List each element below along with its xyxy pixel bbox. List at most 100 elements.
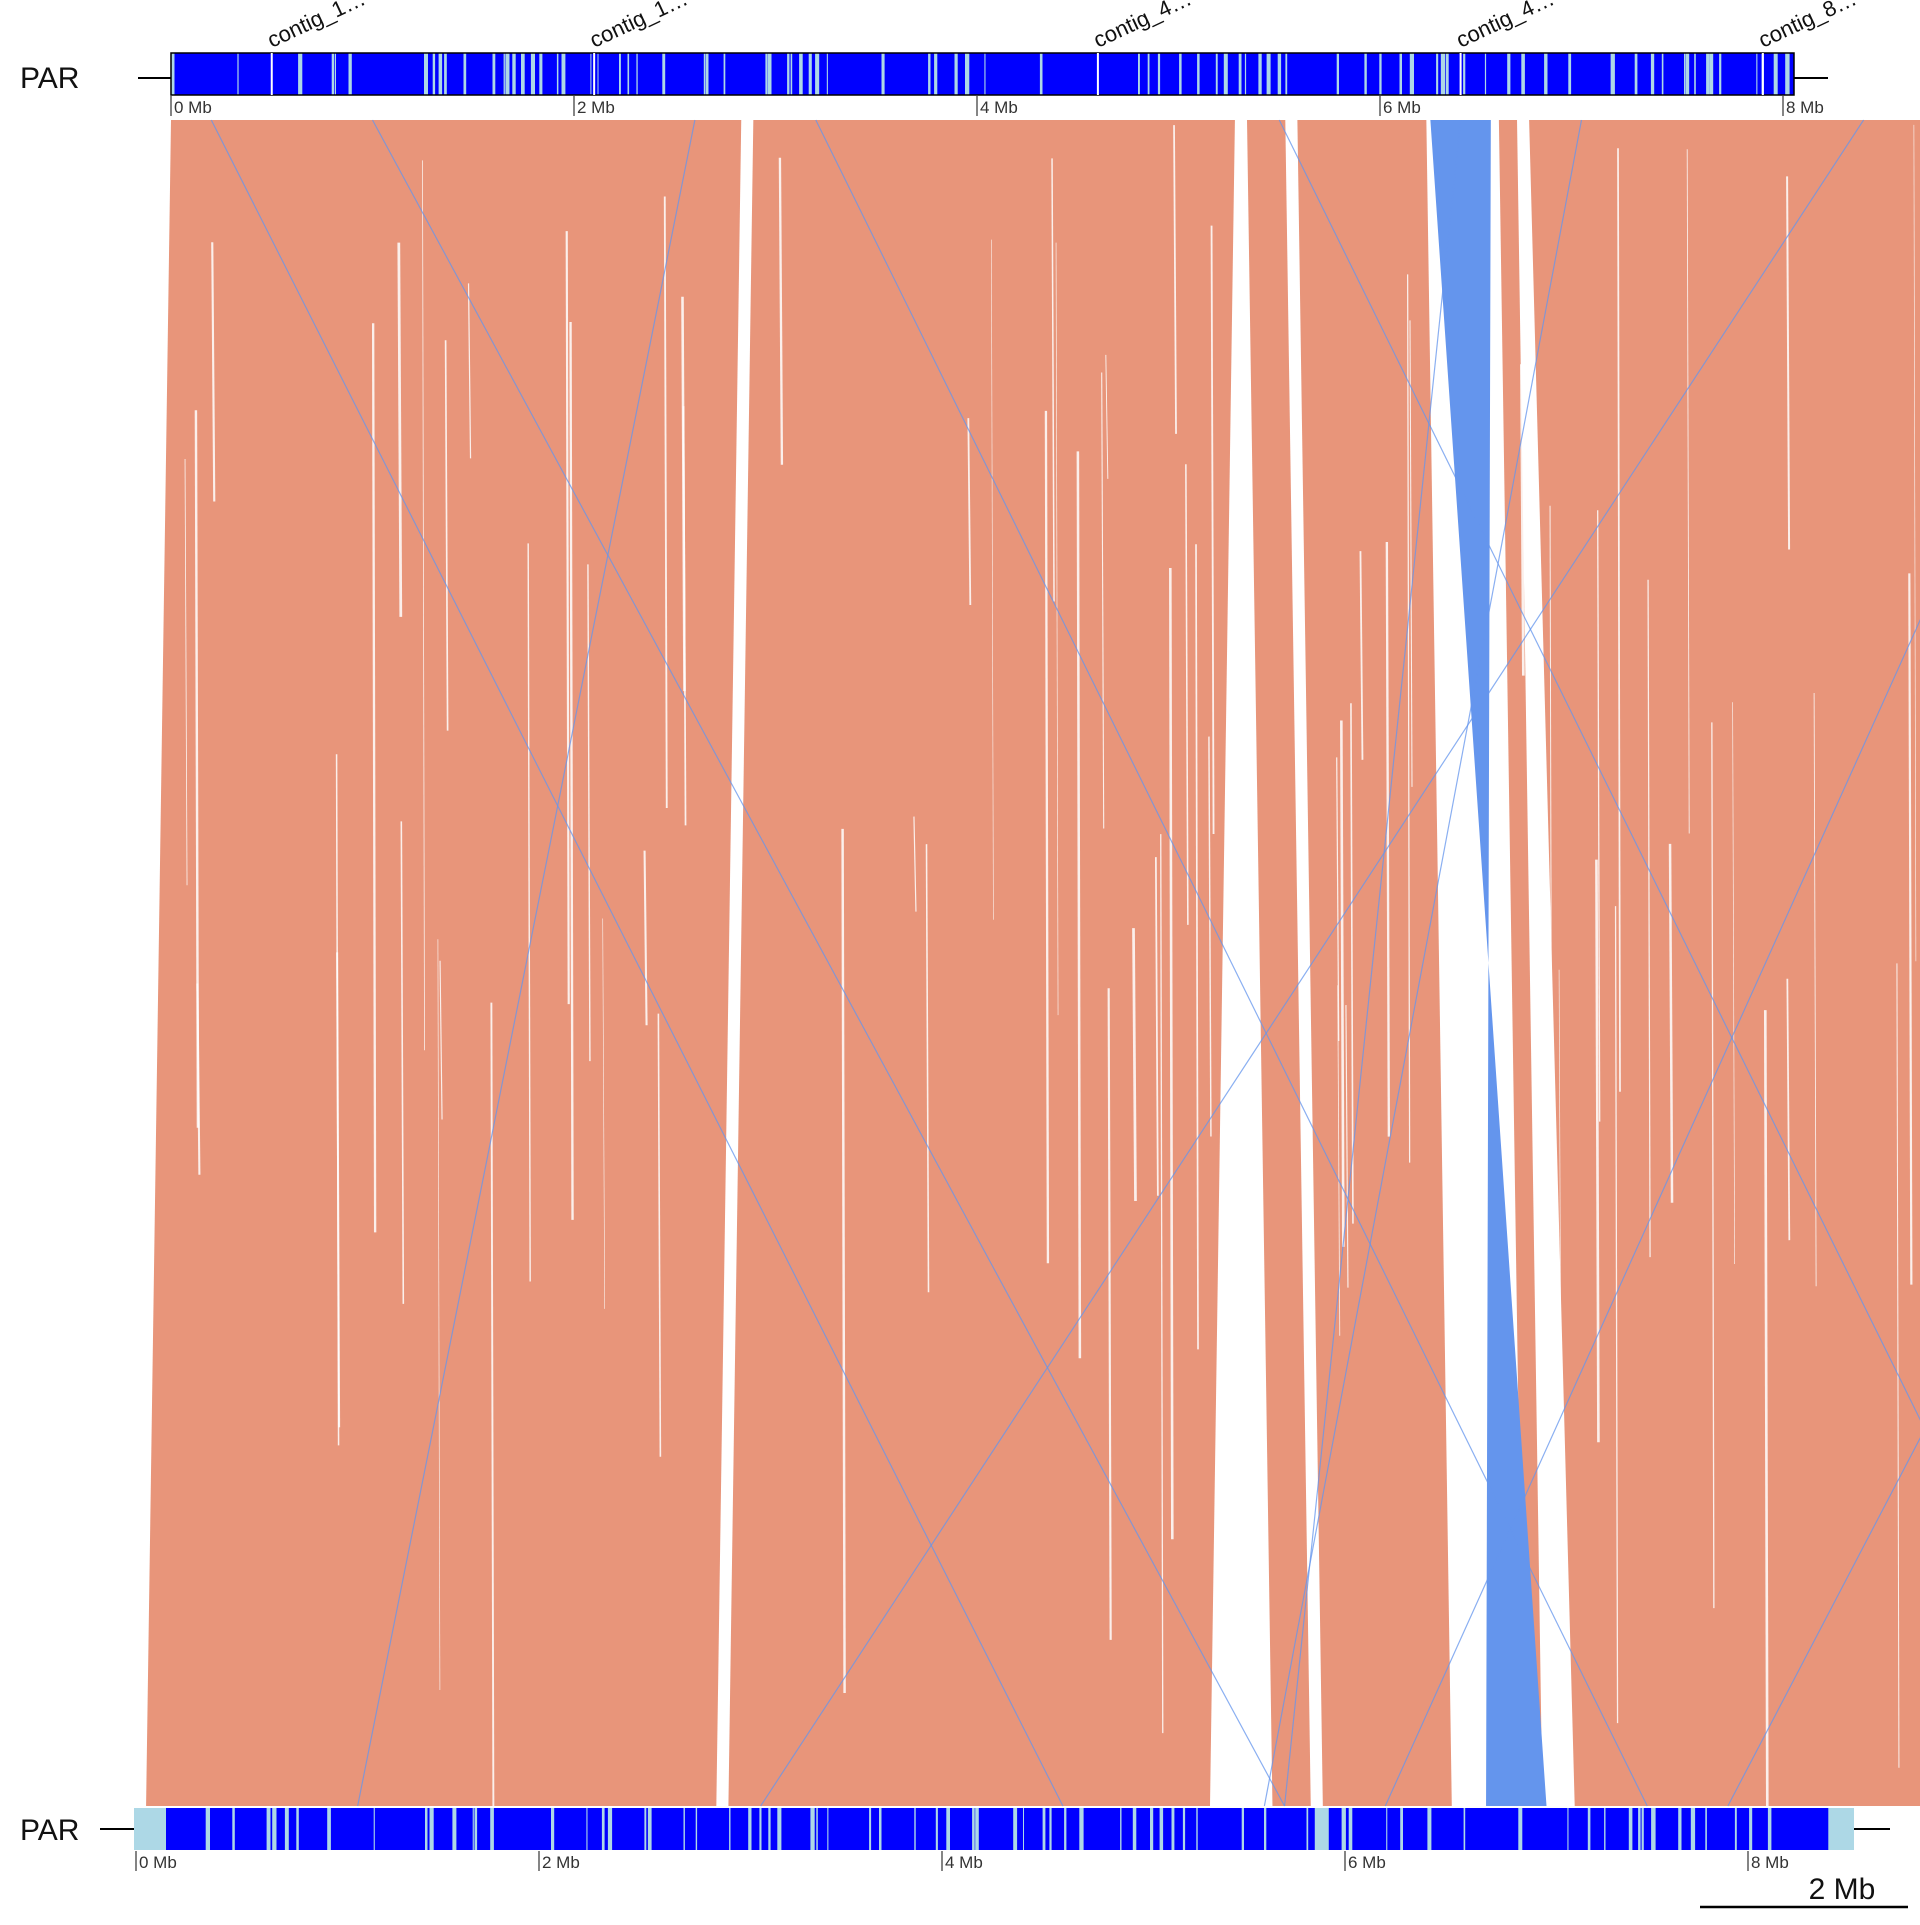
bottom-block-light-block xyxy=(1341,1808,1346,1850)
translocation-link xyxy=(1283,119,1462,1807)
bottom-block-light-block xyxy=(816,1808,818,1850)
top-tick-label: 8 Mb xyxy=(1786,98,1824,117)
top-block-light-block xyxy=(765,53,768,95)
top-block-light-block xyxy=(298,53,303,95)
top-block-light-block xyxy=(503,53,505,95)
contig-label: contig_1… xyxy=(263,0,369,53)
top-block-light-block xyxy=(965,53,970,95)
bottom-block-light-block xyxy=(1638,1808,1641,1850)
translocation-link xyxy=(1727,1437,1920,1807)
top-block-light-block xyxy=(438,53,443,95)
top-block-light-block xyxy=(1521,53,1525,95)
top-block-light-block xyxy=(1179,53,1182,95)
synteny-link-forward xyxy=(1498,120,1543,1806)
top-block-light-block xyxy=(767,53,772,95)
alignment-links xyxy=(146,119,1920,1807)
top-block-light-block xyxy=(1694,53,1696,95)
top-block-light-block xyxy=(1157,53,1161,95)
top-block-light-block xyxy=(539,53,543,95)
bottom-block-light-block xyxy=(810,1808,815,1850)
bottom-block-light-block xyxy=(205,1808,210,1850)
unaligned-streak xyxy=(967,418,972,605)
translocation-link xyxy=(1263,119,1583,1807)
bottom-block-light-block xyxy=(1567,1808,1569,1850)
unaligned-streak xyxy=(587,564,591,1062)
top-tick-label: 6 Mb xyxy=(1383,98,1421,117)
bottom-block-light-end xyxy=(134,1808,166,1850)
bottom-genome-label: PAR xyxy=(20,1814,79,1847)
bottom-block-light-end xyxy=(1830,1808,1854,1850)
translocation-link xyxy=(210,119,1064,1807)
top-block-light-block xyxy=(1409,53,1414,95)
top-block-light-block xyxy=(1399,53,1402,95)
contig-label: contig_4… xyxy=(1089,0,1195,53)
top-block-light-block xyxy=(1463,53,1466,95)
unaligned-streak xyxy=(335,754,340,1446)
unaligned-streak xyxy=(1732,702,1735,1265)
unaligned-streak xyxy=(663,196,668,809)
bottom-block-light-block xyxy=(1182,1808,1186,1850)
top-block-light-block xyxy=(1785,53,1790,95)
translocation-link xyxy=(357,119,696,1807)
top-block-light-block xyxy=(1223,53,1228,95)
top-block-light-block xyxy=(1484,53,1487,95)
top-block-light-block xyxy=(463,53,467,95)
contig-label: contig_4… xyxy=(1452,0,1558,53)
top-block-light-block xyxy=(556,53,559,95)
unaligned-streak xyxy=(1132,928,1137,1201)
bottom-block-light-block xyxy=(1042,1808,1046,1850)
unaligned-streak xyxy=(1359,551,1364,760)
unaligned-streak xyxy=(1105,354,1109,479)
unaligned-streak xyxy=(1210,225,1215,835)
bottom-block-light-block xyxy=(1306,1808,1309,1850)
bottom-block-light-block xyxy=(1386,1808,1388,1850)
bottom-block-light-block xyxy=(1079,1808,1084,1850)
unaligned-streak xyxy=(913,816,917,912)
top-genome-label: PAR xyxy=(20,62,79,95)
bottom-block-light-block xyxy=(601,1808,605,1850)
top-block-light-block xyxy=(1445,53,1449,95)
bottom-block-light-block xyxy=(1705,1808,1707,1850)
unaligned-streak xyxy=(1896,963,1900,1768)
synteny-link-forward xyxy=(1529,120,1920,1806)
unaligned-streak xyxy=(1340,720,1345,1247)
top-block-light-block xyxy=(1440,53,1446,95)
unaligned-streak xyxy=(196,983,201,1175)
top-block-light-block xyxy=(1147,53,1150,95)
bottom-block-light-block xyxy=(327,1808,331,1850)
bottom-block-light-block xyxy=(935,1808,938,1850)
unaligned-streak xyxy=(1558,969,1562,1438)
bottom-genome-blocks xyxy=(134,1808,1854,1850)
translocation-link xyxy=(1384,618,1920,1807)
bottom-block-light-gap xyxy=(1314,1808,1329,1850)
top-block-light-block xyxy=(1238,53,1242,95)
bottom-block-light-block xyxy=(759,1808,762,1850)
bottom-block-light-block xyxy=(647,1808,652,1850)
bottom-block-light-block xyxy=(869,1808,872,1850)
bottom-block-light-block xyxy=(768,1808,771,1850)
top-genome-frame xyxy=(170,52,1795,96)
unaligned-streak xyxy=(1786,978,1791,1241)
top-block-light-block xyxy=(1544,53,1548,95)
bottom-block-light-block xyxy=(1132,1808,1137,1850)
unaligned-streak xyxy=(1195,544,1199,1350)
synteny-link-forward xyxy=(728,120,1235,1806)
top-block-light-block xyxy=(636,53,638,95)
unaligned-streak xyxy=(1549,505,1553,1324)
top-block-light-block xyxy=(787,53,790,95)
top-block-light-block xyxy=(444,53,447,95)
bottom-block-base xyxy=(136,1808,1854,1850)
top-block-light-block xyxy=(1277,53,1282,95)
top-block-light-block xyxy=(723,53,726,95)
top-block-light-block xyxy=(348,53,352,95)
bottom-tick-label: 8 Mb xyxy=(1751,1853,1789,1872)
bottom-block-light-block xyxy=(1463,1808,1466,1850)
top-block-light-block xyxy=(1266,53,1271,95)
bottom-block-light-block xyxy=(1013,1808,1018,1850)
unaligned-streak xyxy=(1711,722,1715,1609)
bottom-block-light-block xyxy=(472,1808,474,1850)
top-block-light-block xyxy=(928,53,931,95)
bottom-block-light-block xyxy=(1690,1808,1696,1850)
bottom-block-light-block xyxy=(683,1808,685,1850)
